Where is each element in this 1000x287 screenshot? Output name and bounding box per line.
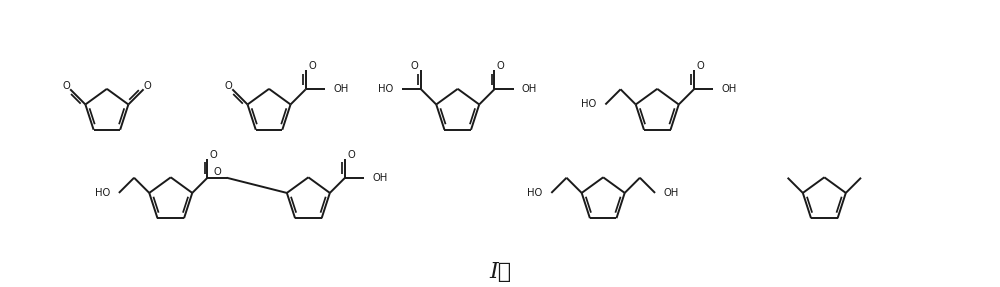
Text: O: O xyxy=(210,150,218,160)
Text: O: O xyxy=(144,81,152,91)
Text: O: O xyxy=(224,81,232,91)
Text: HO: HO xyxy=(581,100,597,109)
Text: OH: OH xyxy=(664,188,679,198)
Text: O: O xyxy=(497,61,505,71)
Text: O: O xyxy=(308,61,316,71)
Text: OH: OH xyxy=(373,173,388,183)
Text: I。: I。 xyxy=(489,261,511,283)
Text: OH: OH xyxy=(333,84,349,94)
Text: O: O xyxy=(696,61,704,71)
Text: O: O xyxy=(348,150,355,160)
Text: OH: OH xyxy=(522,84,537,94)
Text: O: O xyxy=(213,167,221,177)
Text: HO: HO xyxy=(527,188,542,198)
Text: HO: HO xyxy=(95,188,110,198)
Text: O: O xyxy=(62,81,70,91)
Text: HO: HO xyxy=(378,84,393,94)
Text: O: O xyxy=(411,61,419,71)
Text: OH: OH xyxy=(721,84,737,94)
